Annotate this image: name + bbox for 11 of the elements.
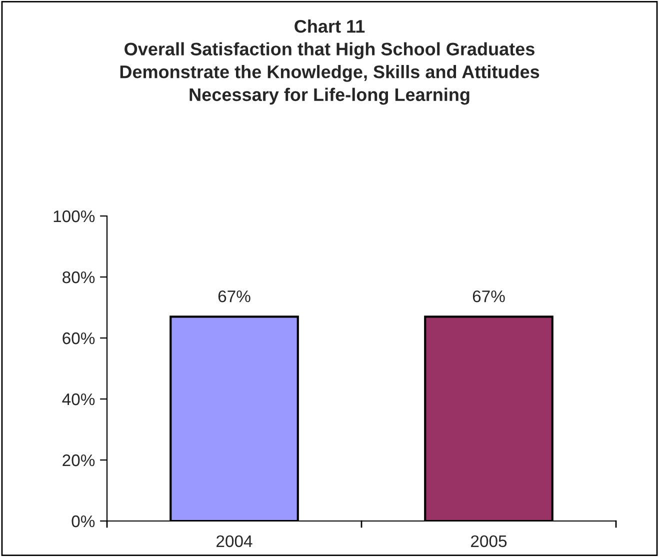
data-label: 67% bbox=[472, 290, 505, 302]
data-label: 67% bbox=[218, 290, 250, 302]
x-tick-label: 2005 bbox=[471, 535, 507, 548]
chart-title: Chart 11 Overall Satisfaction that High School Graduates Demonstrate the Knowledge, Skills and Attitudes Necessary for Life-long Learning bbox=[120, 19, 540, 105]
y-tick-label: 100% bbox=[54, 210, 95, 222]
y-tick-label: 20% bbox=[62, 454, 95, 466]
y-tick-label: 40% bbox=[62, 393, 95, 406]
y-tick-label: 0% bbox=[72, 515, 95, 528]
y-tick-label: 60% bbox=[62, 332, 95, 344]
x-tick-label: 2004 bbox=[216, 535, 252, 548]
y-tick-label: 80% bbox=[62, 271, 95, 284]
